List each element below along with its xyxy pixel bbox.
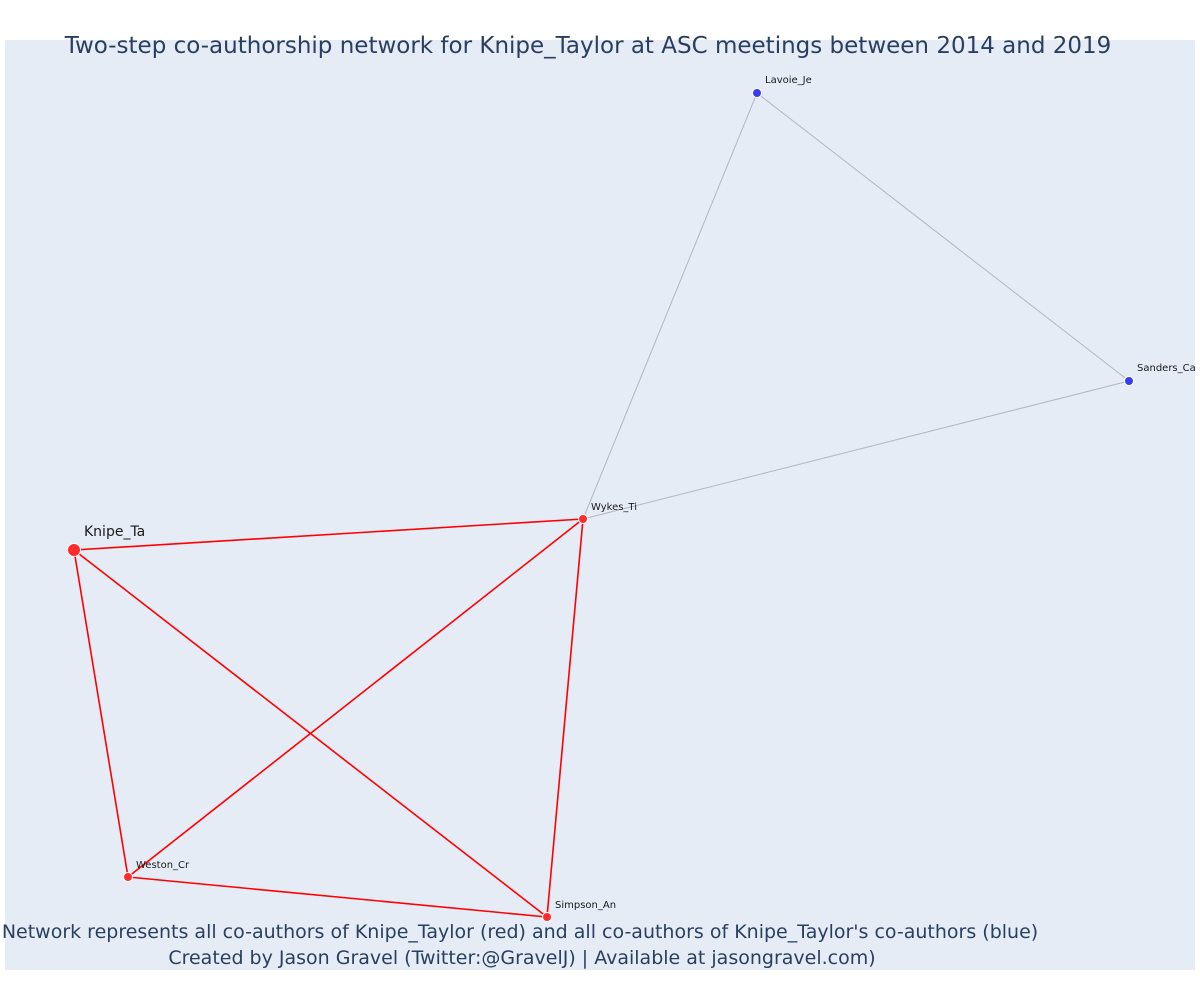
plot-background — [5, 40, 1195, 970]
node-label-lavoie: Lavoie_Je — [765, 75, 812, 86]
node-label-knipe: Knipe_Ta — [84, 524, 145, 540]
edge-knipe-wykes — [73, 518, 584, 551]
edge-weston-simpson — [127, 876, 548, 918]
edges-layer — [73, 92, 1130, 918]
node-wykes[interactable] — [578, 514, 588, 524]
edge-wykes-sanders — [582, 380, 1130, 520]
labels-layer: Knipe_Ta Wykes_Ti Weston_Cr Simpson_An Lavoi… — [84, 75, 1196, 911]
node-simpson[interactable] — [542, 912, 552, 922]
node-label-weston: Weston_Cr — [136, 860, 190, 871]
node-knipe[interactable] — [67, 543, 81, 557]
node-label-wykes: Wykes_Ti — [591, 502, 637, 513]
edge-lavoie-sanders — [756, 92, 1130, 382]
edge-wykes-weston — [127, 518, 584, 878]
node-weston[interactable] — [123, 872, 133, 882]
nodes-layer — [67, 88, 1134, 922]
node-label-simpson: Simpson_An — [555, 900, 616, 911]
node-label-sanders: Sanders_Ca — [1137, 363, 1196, 374]
caption-line-2: Created by Jason Gravel (Twitter:@Gravel… — [168, 947, 875, 969]
chart-title: Two-step co-authorship network for Knipe… — [64, 33, 1112, 59]
edge-wykes-lavoie — [582, 92, 758, 520]
caption-line-1: Network represents all co-authors of Kni… — [2, 921, 1038, 943]
node-sanders[interactable] — [1124, 376, 1134, 386]
edge-knipe-weston — [73, 549, 129, 878]
node-lavoie[interactable] — [752, 88, 762, 98]
edge-wykes-simpson — [546, 518, 584, 918]
